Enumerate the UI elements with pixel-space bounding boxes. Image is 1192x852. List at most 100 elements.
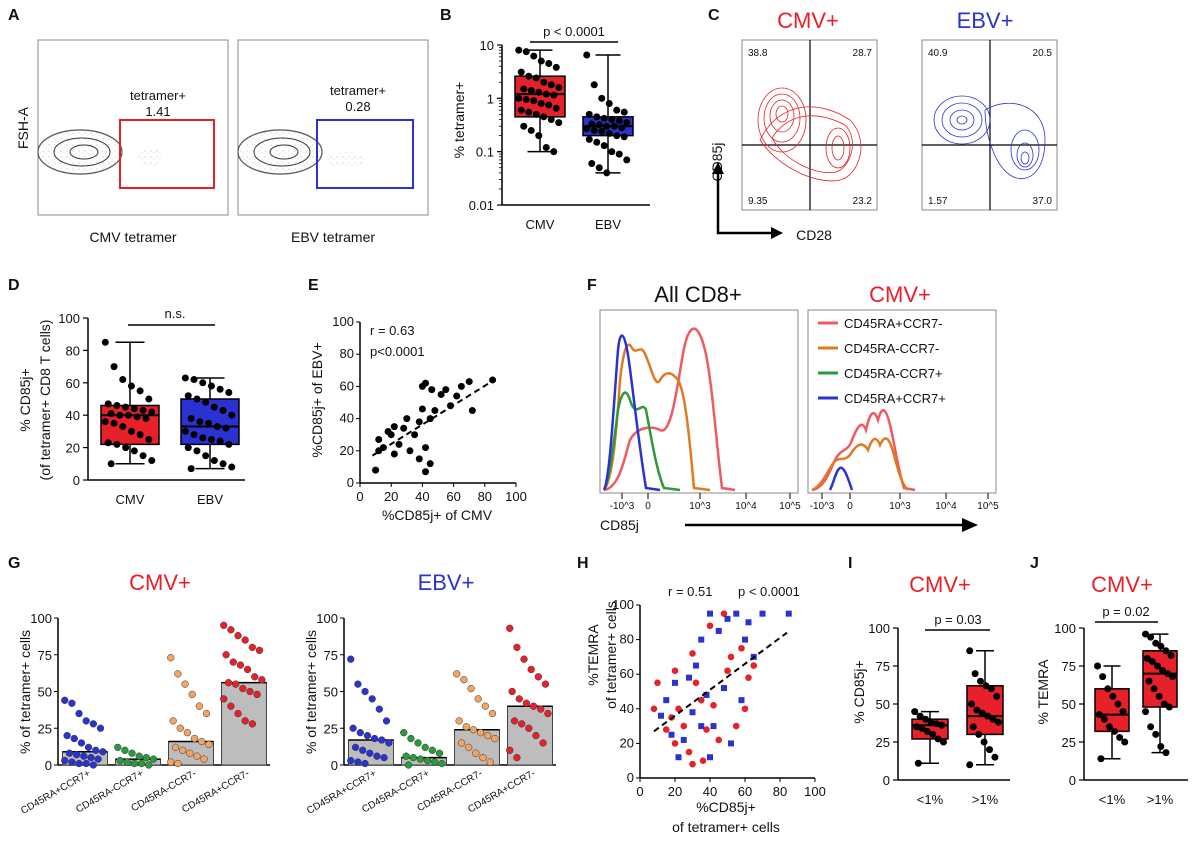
panel-f-line-cmv-raccr7pos [828,466,854,491]
panel-h-point-cmv [706,622,714,630]
panel-f-plot-all [599,309,799,494]
panel-e: E %CD85j+ of EBV+ %CD85j+ of CMV r = 0.6… [308,277,527,523]
panel-g-point [506,746,514,754]
panel-f-xtick-label: 0 [847,501,853,512]
panel-h-point-ebv [759,610,766,617]
panel-g-point [80,752,88,760]
panel-b-point-CMV [540,113,548,121]
panel-f-ticks: -10^3 0 10^3 10^4 10^5 -10^3 0 10^3 10^4 10^5 [610,493,999,512]
panel-b-point-CMV [537,57,545,65]
panel-label-f: F [587,277,597,294]
panel-g-ytick-label: 75 [324,648,338,663]
panel-g-point [368,695,376,703]
panel-e-xtick-label: 80 [478,489,492,504]
panel-h-point-cmv [738,644,745,652]
panel-h-stat-p: p < 0.0001 [738,584,800,599]
panel-g-point [366,749,374,757]
panel-g-point [202,709,211,718]
panel-j-point->1% [1147,723,1155,731]
panel-i-point->1% [977,677,984,685]
panel-g-point [539,739,547,747]
panel-a-gate-label-ebv: tetramer+ [330,83,386,98]
panel-h-ytick-label: 80 [620,632,634,647]
panel-g-point [455,717,463,725]
panel-h-point-cmv [710,702,717,709]
panel-f-title-all: All CD8+ [654,282,741,307]
panel-h-point-ebv [698,636,705,643]
panel-d-point-EBV [219,406,227,414]
panel-f-xtick-label: 10^5 [779,501,801,512]
panel-g-point [142,754,150,762]
panel-g-point [488,709,497,718]
panel-g-point [205,740,213,749]
panel-j-point->1% [1147,633,1155,641]
panel-j: J CMV+ % TEMRA p = 0.02 0 25 50 75 100 <1% >1% [1030,555,1188,807]
panel-i-point->1% [975,730,983,738]
panel-g-point [363,731,372,740]
panel-d-point-EBV [202,452,210,460]
panel-b-point-CMV [547,81,555,89]
panel-h-point-ebv [738,697,745,704]
panel-h-point-cmv [654,679,661,687]
panel-h-xtick-label: 0 [636,784,643,799]
panel-e-point [431,407,439,415]
panel-d-annotation: n.s. [165,306,186,321]
panel-g-point [92,746,100,754]
panel-g-point [241,636,249,644]
panel-d-point-CMV [122,444,130,452]
panel-g-point [96,724,105,732]
panel-i-point->1% [984,712,992,720]
panel-d-point-EBV [216,385,224,393]
panel-d-point-CMV [139,406,147,414]
panel-j-chart: 0 25 50 75 100 <1% >1% [1054,621,1188,807]
panel-j-xtick-label: >1% [1147,792,1174,807]
panel-f-arrowhead [962,518,978,532]
panel-c-title-cmv: CMV+ [777,8,839,33]
panel-i-point-<1% [934,735,942,743]
panel-g-point [94,755,102,763]
panel-b-point-CMV [530,52,538,60]
panel-b-xtick-label: EBV [595,217,621,232]
panel-b-point-CMV [537,100,545,108]
panel-h-point-ebv [672,679,678,686]
panel-j-point->1% [1160,700,1168,708]
panel-j-point->1% [1162,749,1170,757]
panel-c-plot-cmv: 38.8 28.7 9.35 23.2 [741,39,878,211]
panel-a-density-ebv [237,129,323,175]
panel-d-ytick-label: 40 [66,408,80,423]
panel-g-point [428,746,436,754]
panel-j-point->1% [1157,743,1165,751]
panel-g-point [251,673,259,681]
panel-b-point-CMV [527,87,535,95]
panel-b-point-CMV [530,97,538,105]
panel-i-annotation: p = 0.03 [934,612,981,627]
panel-j-point-<1% [1094,662,1102,670]
panel-e-point [457,382,465,390]
panel-d-point-CMV [136,387,144,395]
panel-g-point [149,755,158,763]
panel-e-point [426,415,434,423]
panel-b-point-EBV [590,126,598,134]
panel-g-point [373,752,381,760]
panel-d-chart: 0 20 40 60 80 100 CMV EBV [58,311,245,507]
panel-d-point-EBV [219,460,227,468]
panel-g-point [174,670,182,678]
panel-d-ylabel2: (of tetramer+ CD8 T cells) [37,320,53,481]
panel-d-point-EBV [190,431,198,439]
panel-g-point [407,734,415,743]
panel-h-point-cmv [715,736,723,744]
panel-e-point [453,392,461,400]
panel-c-arrowhead-up [712,162,724,174]
panel-g-ytick-label: 100 [316,611,338,626]
panel-d-point-CMV [145,395,153,403]
panel-a-gate-ebv [316,119,414,189]
panel-g-point [380,754,388,762]
panel-h-point-cmv [662,726,670,733]
panel-h-point-cmv [720,610,728,617]
panel-h-point-cmv [692,679,700,687]
panel-h-point-cmv [671,740,679,747]
panel-e-point [428,386,436,394]
panel-b-point-CMV [535,132,543,140]
panel-g-point [220,621,228,629]
panel-g-point [174,759,182,768]
